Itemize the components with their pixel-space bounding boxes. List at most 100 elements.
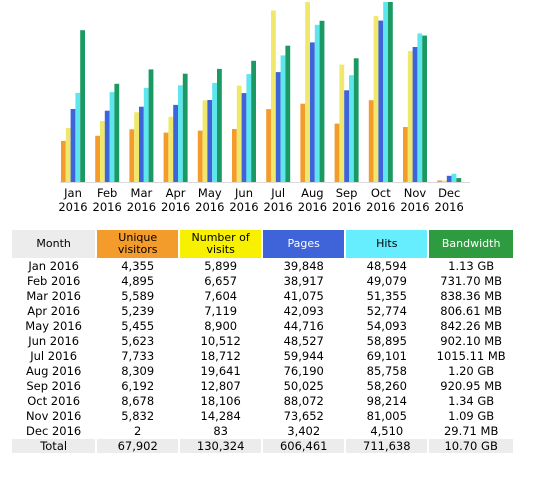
cell-pages: 48,527 (283, 334, 324, 348)
bar-pages-oct-2016 (378, 20, 384, 182)
cell-month: Nov 2016 (25, 409, 82, 423)
x-tick-year: 2016 (264, 200, 293, 214)
cell-number-of-visits: 7,119 (204, 304, 238, 318)
cell-hits: 81,005 (366, 409, 407, 423)
cell-hits: 58,260 (366, 379, 407, 393)
x-tick-year: 2016 (161, 200, 190, 214)
x-tick-month: Jun (234, 186, 253, 200)
cell-bandwidth: 29.71 MB (443, 424, 499, 438)
cell-unique-visitors: 7,733 (121, 349, 155, 363)
cell-unique-visitors: 5,239 (121, 304, 155, 318)
x-tick-month: Oct (371, 186, 391, 200)
cell-hits: 54,093 (366, 319, 407, 333)
header-number-of-visits: Number of visits (180, 230, 262, 258)
bar-hits-feb-2016 (109, 92, 115, 182)
bar-number-of-visits-may-2016 (202, 100, 208, 182)
table-row: Oct 2016 8,678 18,106 88,072 98,214 1.34 GB (12, 394, 513, 408)
cell-bandwidth: 731.70 MB (440, 274, 503, 288)
bar-pages-jan-2016 (70, 109, 76, 182)
x-tick-month: Jan (63, 186, 82, 200)
cell-unique-visitors: 5,623 (121, 334, 155, 348)
bar-number-of-visits-jan-2016 (65, 127, 71, 182)
cell-number-of-visits: 7,604 (204, 289, 238, 303)
cell-number-of-visits: 12,807 (200, 379, 241, 393)
table-row: Mar 2016 5,589 7,604 41,075 51,355 838.36 MB (12, 289, 513, 303)
x-tick-month: Jul (270, 186, 285, 200)
bar-unique-visitors-nov-2016 (403, 127, 408, 182)
header-month: Month (12, 230, 96, 258)
bar-hits-dec-2016 (451, 173, 457, 182)
x-tick-year: 2016 (298, 200, 327, 214)
bar-unique-visitors-aug-2016 (300, 103, 306, 182)
header-pages: Pages (263, 230, 345, 258)
table-row: Jun 2016 5,623 10,512 48,527 58,895 902.10 MB (12, 334, 513, 348)
cell-number-of-visits: 14,284 (200, 409, 241, 423)
table-header-row: Month Unique visitors Number of visits P… (12, 230, 513, 258)
bar-pages-apr-2016 (173, 104, 178, 182)
table-row: May 2016 5,455 8,900 44,716 54,093 842.26 MB (12, 319, 513, 333)
x-tick-year: 2016 (366, 200, 395, 214)
bar-bandwidth-nov-2016 (422, 35, 427, 182)
bar-pages-nov-2016 (412, 47, 418, 182)
bar-unique-visitors-oct-2016 (368, 100, 374, 182)
table-row: Feb 2016 4,895 6,657 38,917 49,079 731.70 MB (12, 274, 513, 288)
bar-unique-visitors-mar-2016 (129, 129, 135, 182)
bar-number-of-visits-sep-2016 (339, 64, 345, 182)
monthly-stats-table: Month Unique visitors Number of visits P… (10, 229, 515, 454)
x-tick-month: Sep (336, 186, 358, 200)
bar-hits-oct-2016 (383, 2, 388, 182)
cell-unique-visitors: 4,895 (121, 274, 155, 288)
monthly-history-chart: Jan2016Feb2016Mar2016Apr2016May2016Jun20… (58, 2, 470, 214)
bar-hits-apr-2016 (178, 85, 183, 182)
cell-bandwidth: 920.95 MB (440, 379, 503, 393)
cell-pages: 73,652 (283, 409, 324, 423)
cell-month: Apr 2016 (27, 304, 81, 318)
x-tick-year: 2016 (195, 200, 224, 214)
bar-bandwidth-apr-2016 (182, 73, 188, 182)
bar-bandwidth-feb-2016 (114, 83, 120, 182)
cell-unique-visitors: 8,678 (121, 394, 155, 408)
bar-bandwidth-may-2016 (217, 68, 222, 182)
total-pages: 606,461 (263, 439, 345, 453)
cell-unique-visitors: 5,455 (121, 319, 155, 333)
table-row: Sep 2016 6,192 12,807 50,025 58,260 920.95 MB (12, 379, 513, 393)
cell-unique-visitors: 4,355 (121, 259, 155, 273)
bar-hits-sep-2016 (349, 75, 354, 182)
bar-bandwidth-aug-2016 (319, 20, 325, 182)
cell-pages: 38,917 (283, 274, 324, 288)
cell-pages: 88,072 (283, 394, 324, 408)
cell-hits: 4,510 (370, 424, 404, 438)
cell-bandwidth: 1.20 GB (448, 364, 495, 378)
bar-bandwidth-mar-2016 (148, 69, 154, 182)
bar-number-of-visits-nov-2016 (407, 51, 413, 182)
cell-bandwidth: 1015.11 MB (436, 349, 506, 363)
x-tick-month: Feb (97, 186, 117, 200)
cell-bandwidth: 1.09 GB (448, 409, 495, 423)
bar-unique-visitors-may-2016 (197, 130, 203, 182)
x-tick-year: 2016 (58, 200, 87, 214)
total-bandwidth: 10.70 GB (429, 439, 513, 453)
cell-hits: 48,594 (366, 259, 407, 273)
cell-month: Jul 2016 (30, 349, 78, 363)
cell-month: Mar 2016 (26, 289, 81, 303)
table-row: Aug 2016 8,309 19,641 76,190 85,758 1.20 GB (12, 364, 513, 378)
bar-number-of-visits-oct-2016 (373, 16, 379, 182)
bar-hits-jun-2016 (246, 74, 252, 182)
bar-number-of-visits-feb-2016 (100, 121, 105, 182)
cell-pages: 42,093 (283, 304, 324, 318)
cell-bandwidth: 1.34 GB (448, 394, 495, 408)
cell-bandwidth: 1.13 GB (448, 259, 495, 273)
cell-pages: 41,075 (283, 289, 324, 303)
table-row: Dec 2016 2 83 3,402 4,510 29.71 MB (12, 424, 513, 438)
cell-month: Sep 2016 (26, 379, 81, 393)
x-tick-year: 2016 (127, 200, 156, 214)
bar-unique-visitors-jul-2016 (266, 109, 271, 182)
bar-unique-visitors-jan-2016 (61, 140, 66, 182)
cell-number-of-visits: 19,641 (200, 364, 241, 378)
bar-number-of-visits-jun-2016 (236, 85, 242, 182)
cell-bandwidth: 806.61 MB (440, 304, 503, 318)
cell-number-of-visits: 5,899 (204, 259, 238, 273)
bar-pages-jun-2016 (241, 93, 247, 182)
cell-unique-visitors: 6,192 (121, 379, 155, 393)
bar-pages-dec-2016 (446, 175, 452, 182)
